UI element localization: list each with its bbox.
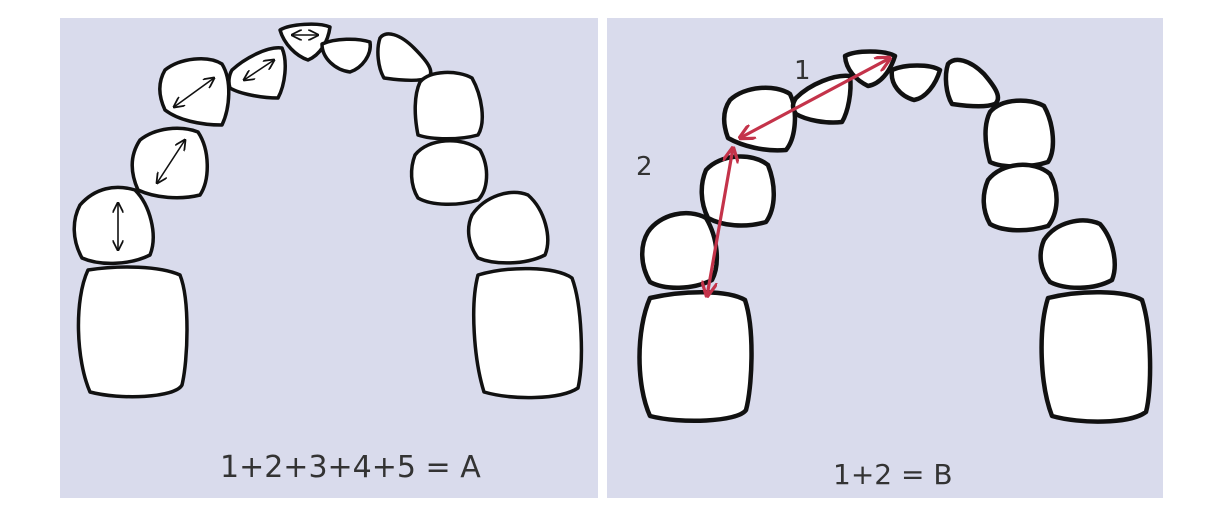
segment-1-line: [740, 58, 890, 138]
tooth-right-molar: [1039, 290, 1153, 424]
tooth-right-canine: [983, 98, 1056, 169]
width-arrow-3: [174, 78, 214, 107]
tooth-right-premolar-1: [981, 162, 1059, 233]
tooth-left-molar: [76, 265, 189, 399]
tooth-left-premolar-2: [640, 210, 719, 290]
formula-b: 1+2 = B: [833, 458, 953, 491]
segment-1-label: 1: [794, 56, 811, 86]
tooth-right-central-incisor: [889, 63, 943, 103]
segment-2-line: [707, 148, 733, 296]
tooth-right-canine: [413, 70, 485, 141]
width-arrow-4: [244, 60, 274, 80]
width-arrow-2: [157, 140, 185, 183]
tooth-right-lateral-incisor: [943, 57, 1001, 109]
tooth-right-molar: [471, 266, 584, 400]
tooth-right-premolar-2: [466, 190, 550, 265]
tooth-right-premolar-1: [409, 138, 489, 206]
tooth-left-premolar-1: [699, 154, 776, 228]
tooth-right-central-incisor: [320, 37, 372, 74]
formula-a: 1+2+3+4+5 = A: [220, 450, 481, 485]
tooth-right-premolar-2: [1038, 218, 1117, 290]
tooth-left-canine: [721, 85, 798, 153]
segment-2-label: 2: [636, 152, 653, 182]
tooth-left-molar: [637, 290, 754, 424]
